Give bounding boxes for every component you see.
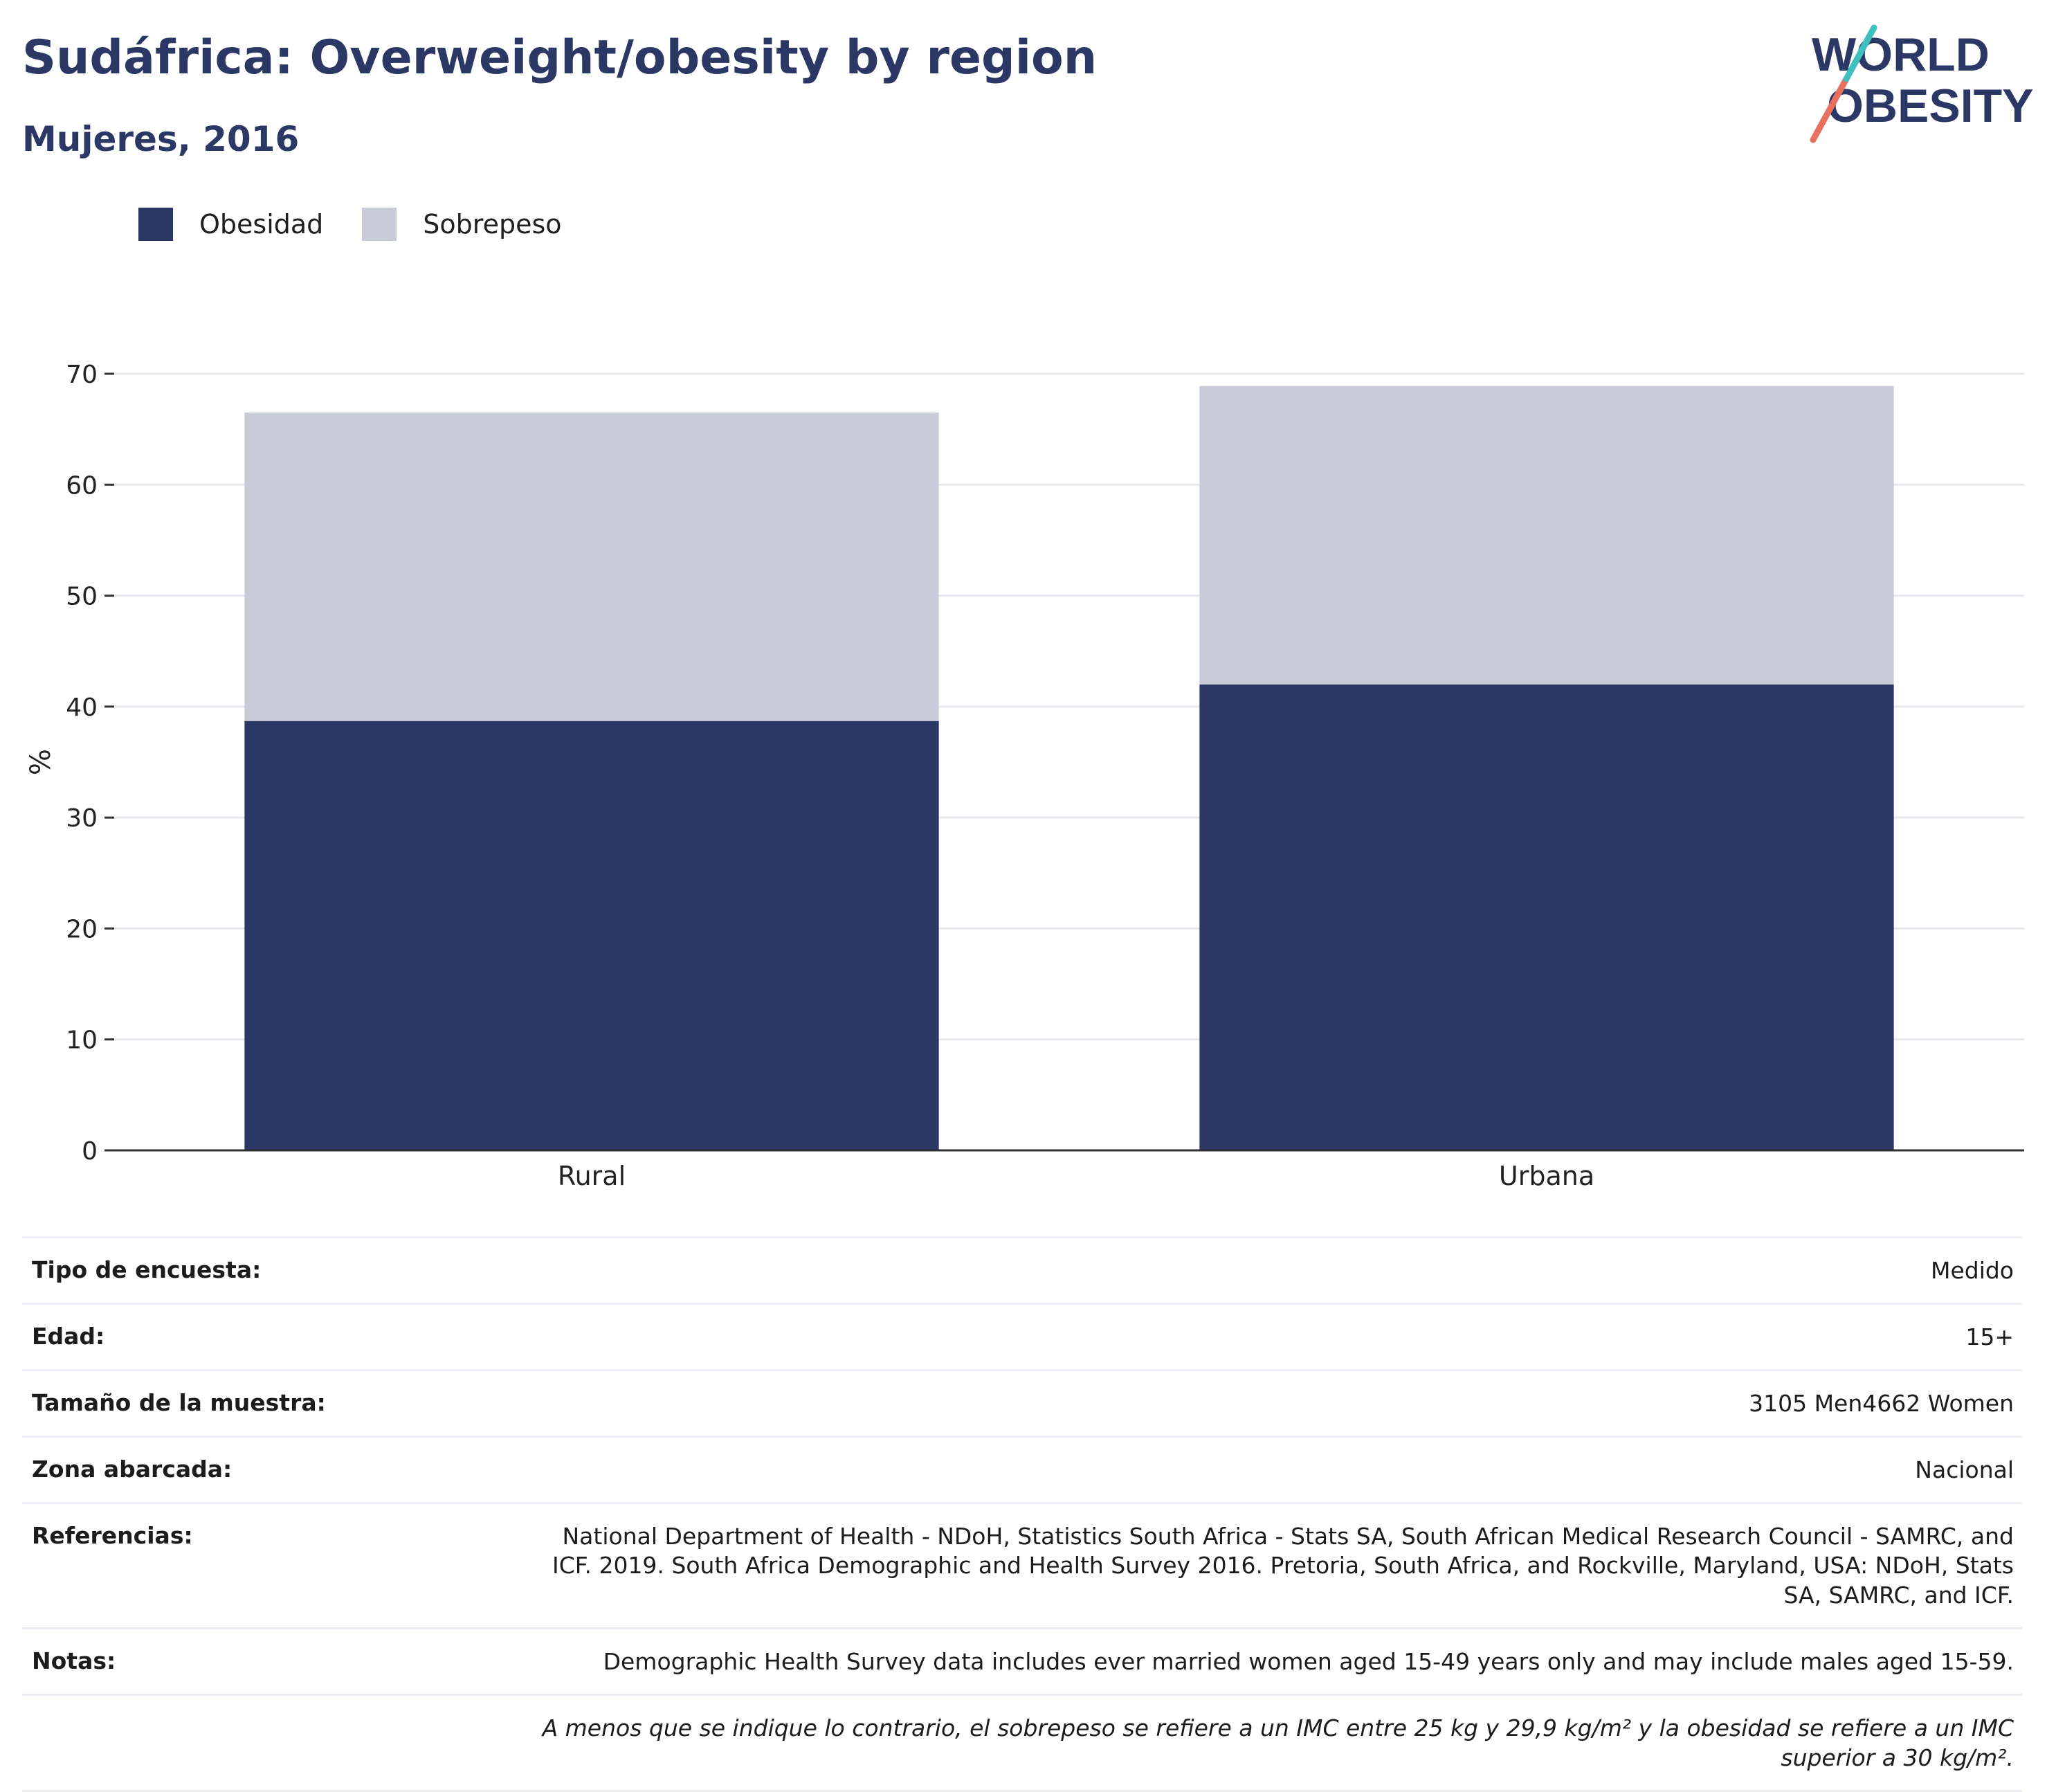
world-obesity-logo: WORLD OBESITY	[1810, 24, 2034, 143]
meta-row-age: Edad: 15+	[22, 1302, 2022, 1369]
bar-sobrepeso-urbana	[1199, 386, 1894, 685]
logo-word-2: OBESITY	[1827, 80, 2034, 132]
meta-value: 15+	[1965, 1323, 2014, 1350]
meta-row-references: Referencias: National Department of Heal…	[22, 1501, 2022, 1628]
y-tick-label: 10	[66, 1026, 98, 1055]
legend-swatch-obesidad	[138, 208, 173, 241]
meta-key: Referencias:	[32, 1521, 193, 1549]
y-tick-label: 50	[66, 583, 98, 611]
metadata-table: Tipo de encuesta: Medido Edad: 15+ Tamañ…	[22, 1236, 2022, 1792]
chart-title: Sudáfrica: Overweight/obesity by region	[22, 30, 1098, 85]
legend-item-obesidad[interactable]: Obesidad	[138, 208, 323, 241]
legend-swatch-sobrepeso	[362, 208, 397, 241]
meta-value: Nacional	[1915, 1456, 2014, 1483]
meta-row-area: Zona abarcada: Nacional	[22, 1435, 2022, 1502]
bar-chart: 0 10 20 30 40 50 60 70% Rural Urbana	[25, 361, 2024, 1191]
meta-key: Zona abarcada:	[32, 1455, 233, 1483]
meta-row-footnote: A menos que se indique lo contrario, el …	[22, 1694, 2022, 1792]
footnote-text: A menos que se indique lo contrario, el …	[542, 1714, 2014, 1772]
bar-obesidad-rural	[244, 721, 939, 1150]
meta-row-sample-size: Tamaño de la muestra: 3105 Men4662 Women	[22, 1368, 2022, 1436]
bar-obesidad-urbana	[1199, 684, 1894, 1150]
logo-slash-coral	[1810, 75, 1850, 143]
logo-word-1: WORLD	[1812, 28, 1990, 81]
x-tick-label: Rural	[558, 1161, 626, 1191]
y-tick-label: 0	[82, 1137, 98, 1166]
logo-slash-teal	[1843, 24, 1877, 82]
legend: Obesidad Sobrepeso	[138, 206, 601, 242]
meta-row-notes: Notas: Demographic Health Survey data in…	[22, 1627, 2022, 1694]
chart-subtitle: Mujeres, 2016	[22, 119, 300, 159]
y-tick-label: 40	[66, 694, 98, 722]
meta-key: Notas:	[32, 1647, 116, 1675]
meta-key: Tamaño de la muestra:	[32, 1388, 326, 1416]
meta-value: Medido	[1930, 1257, 2014, 1284]
y-tick-label: 20	[66, 915, 98, 943]
meta-value: Demographic Health Survey data includes …	[603, 1648, 2014, 1676]
x-tick-label: Urbana	[1499, 1161, 1594, 1191]
y-axis-title: %	[25, 749, 57, 775]
legend-item-sobrepeso[interactable]: Sobrepeso	[362, 208, 562, 241]
bar-sobrepeso-rural	[244, 413, 939, 721]
meta-value: National Department of Health - NDoH, St…	[552, 1522, 2014, 1609]
legend-label-obesidad: Obesidad	[199, 209, 324, 239]
meta-key: Edad:	[32, 1322, 105, 1350]
meta-value: 3105 Men4662 Women	[1749, 1389, 2014, 1417]
meta-key: Tipo de encuesta:	[32, 1256, 262, 1283]
y-tick-label: 60	[66, 471, 98, 500]
y-tick-label: 70	[66, 361, 98, 389]
y-tick-label: 30	[66, 804, 98, 833]
legend-label-sobrepeso: Sobrepeso	[423, 209, 562, 239]
meta-row-survey-type: Tipo de encuesta: Medido	[22, 1236, 2022, 1303]
